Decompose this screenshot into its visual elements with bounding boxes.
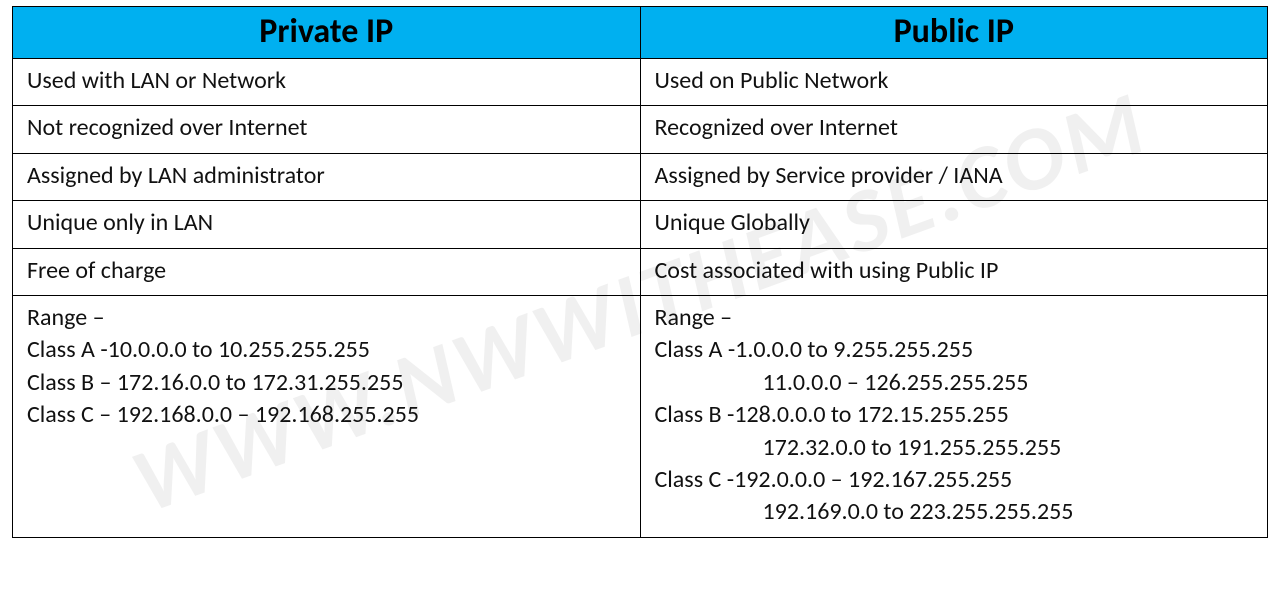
cell-private-range: Range – Class A -10.0.0.0 to 10.255.255.…	[13, 295, 641, 537]
cell-private: Assigned by LAN administrator	[13, 153, 641, 200]
cell-public: Cost associated with using Public IP	[640, 248, 1268, 295]
range-line: 172.32.0.0 to 191.255.255.255	[655, 432, 1258, 464]
range-line: Class C -192.0.0.0 – 192.167.255.255	[655, 464, 1258, 496]
range-line: Class A -10.0.0.0 to 10.255.255.255	[27, 334, 630, 366]
table-row: Unique only in LAN Unique Globally	[13, 201, 1268, 248]
cell-public: Unique Globally	[640, 201, 1268, 248]
table-header-row: Private IP Public IP	[13, 7, 1268, 59]
table-row: Assigned by LAN administrator Assigned b…	[13, 153, 1268, 200]
cell-private: Used with LAN or Network	[13, 59, 641, 106]
range-line: Class C – 192.168.0.0 – 192.168.255.255	[27, 399, 630, 431]
cell-public: Assigned by Service provider / IANA	[640, 153, 1268, 200]
range-line: Class B – 172.16.0.0 to 172.31.255.255	[27, 367, 630, 399]
col-header-private: Private IP	[13, 7, 641, 59]
comparison-table: Private IP Public IP Used with LAN or Ne…	[12, 6, 1268, 538]
range-line: Range –	[655, 302, 1258, 334]
range-line: Class B -128.0.0.0 to 172.15.255.255	[655, 399, 1258, 431]
table-row: Used with LAN or Network Used on Public …	[13, 59, 1268, 106]
table-row: Not recognized over Internet Recognized …	[13, 106, 1268, 153]
cell-private: Unique only in LAN	[13, 201, 641, 248]
cell-private: Free of charge	[13, 248, 641, 295]
cell-public-range: Range – Class A -1.0.0.0 to 9.255.255.25…	[640, 295, 1268, 537]
table-row: Range – Class A -10.0.0.0 to 10.255.255.…	[13, 295, 1268, 537]
col-header-public: Public IP	[640, 7, 1268, 59]
range-line: 11.0.0.0 – 126.255.255.255	[655, 367, 1258, 399]
range-line: Range –	[27, 302, 630, 334]
cell-public: Recognized over Internet	[640, 106, 1268, 153]
cell-private: Not recognized over Internet	[13, 106, 641, 153]
table-row: Free of charge Cost associated with usin…	[13, 248, 1268, 295]
range-line: Class A -1.0.0.0 to 9.255.255.255	[655, 334, 1258, 366]
cell-public: Used on Public Network	[640, 59, 1268, 106]
range-line: 192.169.0.0 to 223.255.255.255	[655, 496, 1258, 528]
